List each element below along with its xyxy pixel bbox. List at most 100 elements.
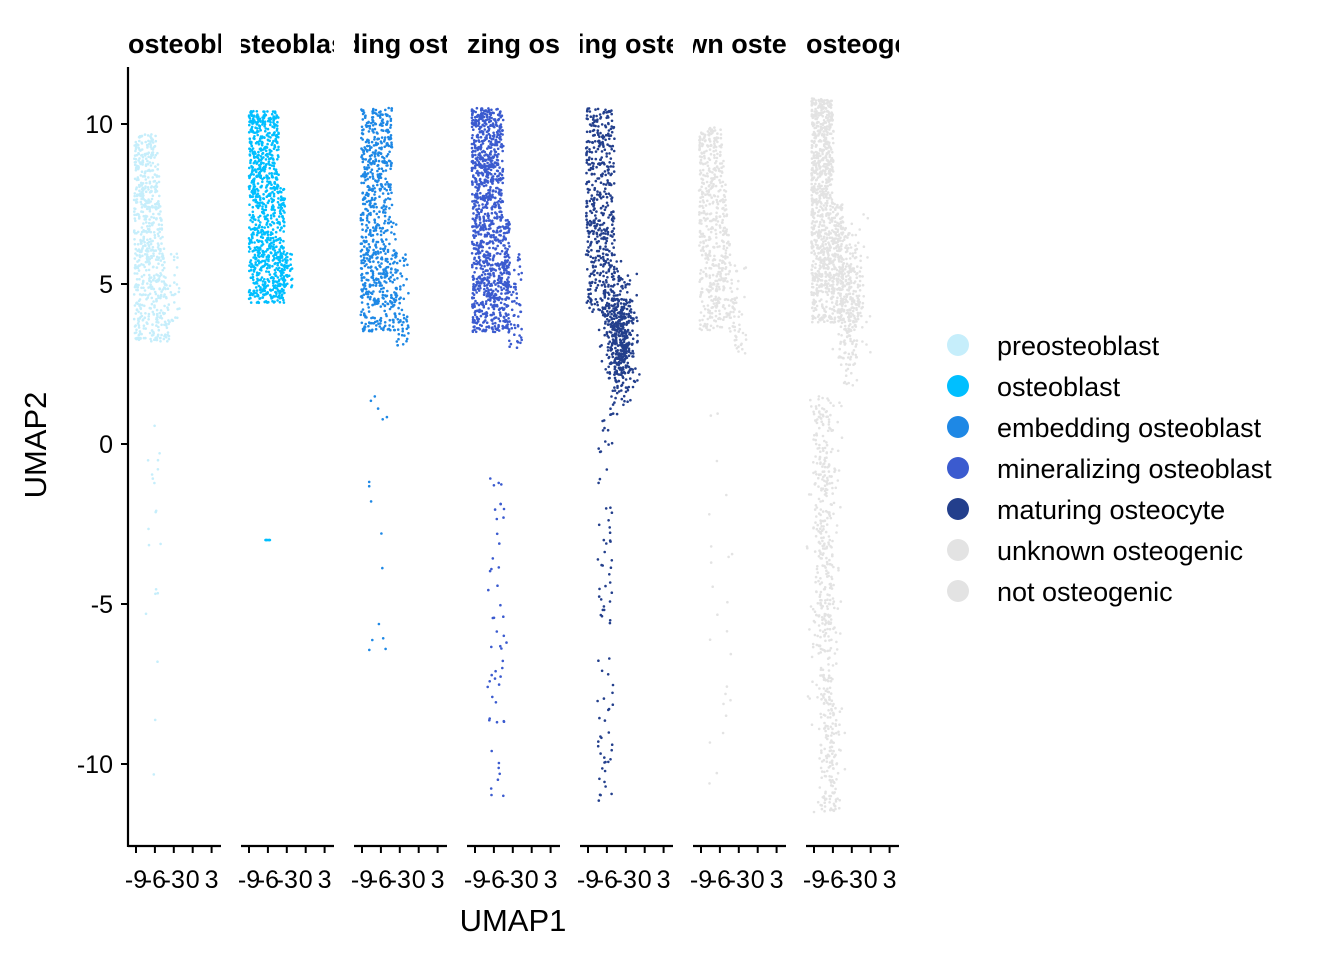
data-point [513,323,516,327]
data-point [368,321,371,325]
data-point [271,296,274,299]
data-point [382,140,386,143]
data-point [619,358,623,361]
data-point [366,226,370,230]
data-point [135,283,138,286]
data-point [604,232,607,235]
data-point [267,254,270,257]
data-point [610,743,614,746]
data-point [286,266,289,270]
data-point [266,248,269,252]
x-tick-label: -6 [144,866,166,894]
data-point [147,151,150,154]
data-point [368,285,372,288]
data-point [378,290,382,293]
data-point [148,182,152,185]
data-point [272,194,276,198]
data-point [615,352,618,355]
data-point [484,184,488,187]
data-point [474,153,477,157]
data-point [598,227,602,230]
data-point [261,201,264,204]
data-point [706,199,709,203]
data-point [629,298,632,302]
data-point [251,210,255,214]
data-point [629,377,632,380]
data-point [163,293,166,296]
data-point [490,180,494,183]
data-point [258,139,262,142]
data-point [628,301,631,304]
data-point [286,282,289,286]
data-point [500,292,503,295]
data-point [719,231,722,234]
data-point [272,133,276,136]
data-point [380,141,383,145]
data-point [498,215,502,219]
data-point [372,229,376,232]
data-point [361,157,365,160]
data-point [503,283,506,286]
data-point [155,280,158,284]
data-point [261,255,265,258]
data-point [255,271,259,275]
data-point [161,268,164,272]
data-point [391,280,395,284]
data-point [266,233,270,237]
data-point [361,191,364,195]
data-point [498,124,502,128]
data-point [483,121,487,125]
data-point [495,212,498,216]
data-point [589,297,592,301]
data-point [247,131,251,134]
data-point [267,280,271,283]
data-point [513,333,516,337]
data-point [483,254,486,258]
data-point [261,152,264,156]
data-point [142,263,145,267]
data-point [488,569,492,573]
data-point [360,259,363,263]
data-point [486,231,490,235]
data-point [487,325,491,328]
data-point [402,264,406,267]
data-point [149,242,153,246]
data-point [141,282,144,286]
data-point [145,269,148,272]
data-point [391,318,395,322]
data-point [609,346,612,350]
data-point [483,199,487,202]
data-point [486,292,489,296]
data-point [619,308,623,312]
data-point [135,301,138,305]
x-tick-label: 0 [638,866,652,894]
data-point [156,163,160,166]
data-point [406,263,409,267]
data-point [616,349,619,352]
data-point [494,190,498,193]
data-point [366,177,370,181]
data-point [260,269,263,272]
data-point [387,192,390,195]
data-point [259,198,262,201]
data-point [606,291,610,295]
data-point [283,211,286,214]
data-point [283,291,286,295]
data-point [600,237,603,240]
data-point [256,133,260,137]
data-point [370,255,373,259]
data-point [269,187,273,190]
data-point [392,320,395,324]
data-point [607,519,610,522]
data-point [488,718,491,722]
data-point [255,289,259,292]
data-point [366,185,370,188]
data-point [628,304,632,308]
data-point [602,280,605,284]
data-point [397,306,400,310]
data-point [153,236,157,239]
data-point [518,265,522,268]
data-point [159,309,163,312]
data-point [491,193,494,197]
data-point [254,141,258,145]
